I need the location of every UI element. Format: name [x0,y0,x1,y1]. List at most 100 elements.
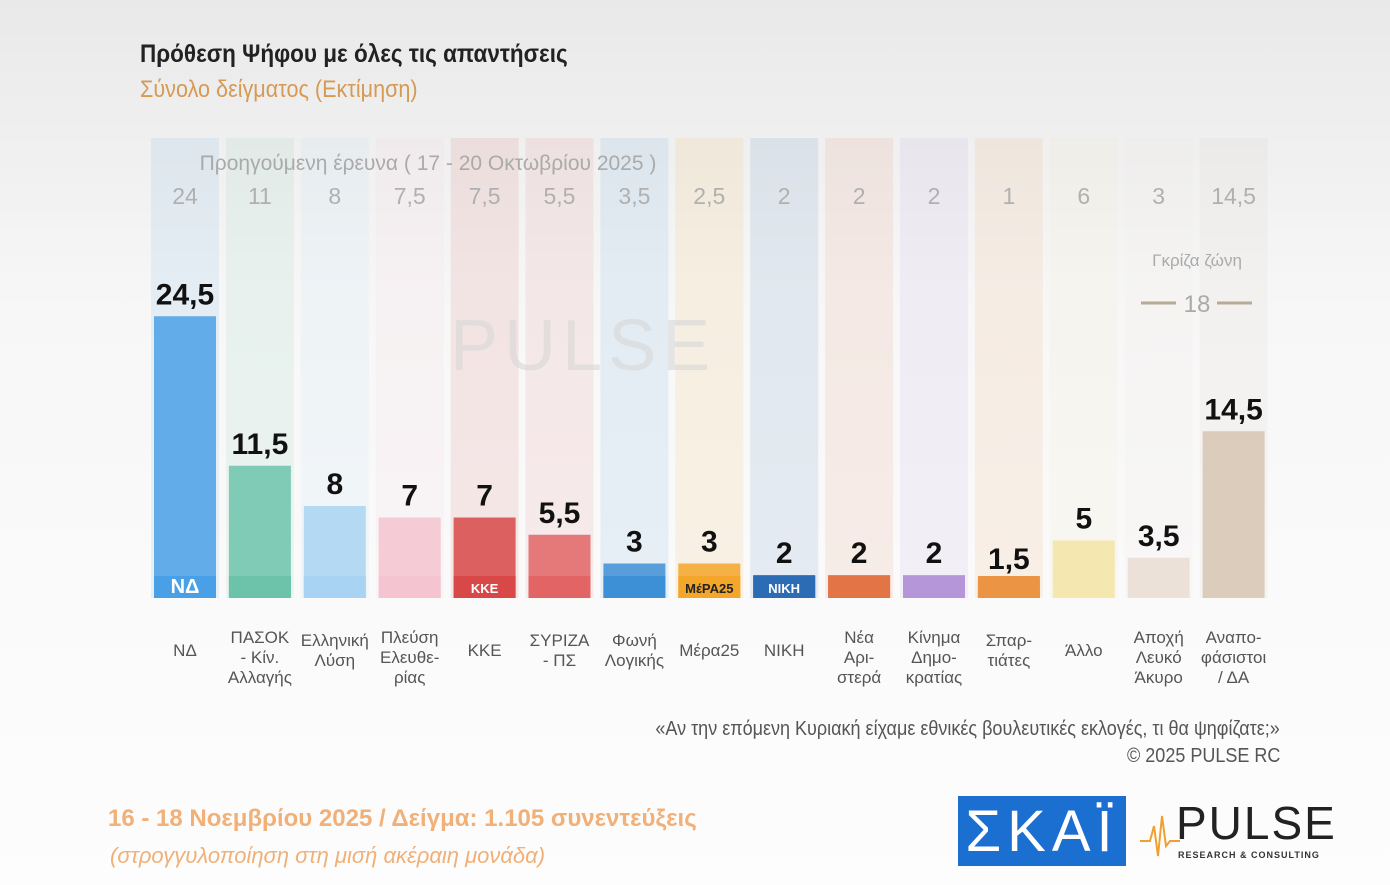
pulse-logo: PULSE RESEARCH & CONSULTING [1140,796,1335,866]
survey-question: «Αν την επόμενη Κυριακή είχαμε εθνικές β… [655,718,1280,740]
previous-value-label: 7,5 [469,183,501,209]
party-logo-icon [678,576,741,598]
pulse-wave-icon [1140,815,1180,857]
value-label: 14,5 [1204,393,1262,426]
previous-value-label: 24 [172,183,198,209]
value-label: 2 [776,537,793,570]
value-label: 7 [476,480,493,513]
category-label: ΝΙΚΗ [764,641,805,660]
column-background [525,138,594,598]
previous-value-label: 5,5 [544,183,576,209]
previous-survey-label: Προηγούμενη έρευνα ( 17 - 20 Οκτωβρίου 2… [200,152,657,175]
previous-value-label: 1 [1003,183,1016,209]
watermark: PULSE [450,306,716,386]
category-label: Αποχή [1134,628,1184,647]
column-background [750,138,819,598]
value-label: 11,5 [232,428,289,461]
category-label: Ελευθε- [380,648,439,667]
previous-value-label: 14,5 [1211,183,1256,209]
category-label: Αναπο- [1206,628,1262,647]
bar-chart: PULSE Προηγούμενη έρευνα ( 17 - 20 Οκτωβ… [151,138,1268,687]
previous-value-label: 8 [328,183,341,209]
category-label: Λευκό [1136,648,1182,667]
category-label: - Κίν. [241,648,280,667]
gray-zone-label: Γκρίζα ζώνη [1152,251,1242,270]
rounding-note: (στρογγυλοποίηση στη μισή ακέραιη μονάδα… [110,843,546,868]
party-logo-icon [753,576,816,598]
category-label: Σπαρ- [986,631,1032,650]
bar [1052,540,1115,598]
column-background [974,138,1043,598]
value-label: 3 [626,526,643,559]
skai-logo-text: ΣΚΑΪ [965,798,1119,864]
bar [228,465,291,598]
pulse-logo-subtext: RESEARCH & CONSULTING [1178,850,1320,860]
skai-logo: ΣΚΑΪ [958,796,1126,866]
column-background [675,138,744,598]
value-label: 1,5 [988,543,1030,576]
party-logo-icon [378,576,441,598]
party-logo-text: ΝΙΚΗ [768,581,800,596]
value-label: 3,5 [1138,520,1180,553]
value-label: 7 [401,480,418,513]
value-label: 5 [1075,503,1092,536]
category-label: Πλεύση [381,628,439,647]
category-label: τιάτες [987,651,1030,670]
previous-value-label: 2 [853,183,866,209]
category-label: ΣΥΡΙΖΑ [530,631,590,650]
party-logo-icon [453,576,516,598]
category-label: ΚΚΕ [468,641,502,660]
previous-value-label: 11 [248,183,272,209]
value-label: 2 [851,537,868,570]
previous-value-label: 2 [778,183,791,209]
category-label: Φωνή [612,631,657,650]
category-label: Λύση [314,651,355,670]
value-label: 24,5 [156,278,214,311]
category-label: ρίας [394,668,425,687]
category-label: Άλλο [1065,641,1103,660]
category-label: Λογικής [605,651,664,670]
category-label: Άκυρο [1135,668,1183,687]
party-logo-icon [977,576,1040,598]
chart-title: Πρόθεση Ψήφου με όλες τις απαντήσεις [140,40,568,68]
previous-value-label: 6 [1077,183,1090,209]
party-logo-text: ΚΚΕ [471,581,499,596]
pulse-logo-text: PULSE [1176,797,1337,849]
party-logo-icon [303,576,366,598]
party-logo-icon [828,576,891,598]
column-background [600,138,669,598]
column-background [1049,138,1118,598]
bar [154,316,216,598]
party-logo-icon [903,576,965,598]
party-logo-text: ΜέΡΑ25 [685,581,733,596]
bar [1202,431,1265,598]
party-logo-text: ΝΔ [171,576,200,598]
category-label: Δημο- [911,648,957,667]
category-label: Αλλαγής [228,668,292,687]
category-label: Αρι- [844,648,874,667]
previous-value-label: 3,5 [618,183,650,209]
value-label: 5,5 [539,497,581,530]
category-label: ΠΑΣΟΚ [231,628,290,647]
category-label: φάσιστοι [1201,648,1267,667]
category-label: Ελληνική [301,631,369,650]
value-label: 3 [701,526,718,559]
party-logo-icon [154,576,216,598]
column-background [900,138,968,598]
category-label: Κίνημα [908,628,961,647]
previous-value-label: 3 [1152,183,1165,209]
bar [1127,557,1190,598]
party-logo-icon [528,576,591,598]
previous-value-label: 2,5 [693,183,725,209]
gray-zone-value: 18 [1184,291,1211,318]
category-label: - ΠΣ [543,651,576,670]
category-label: ΝΔ [173,641,197,660]
category-label: στερά [837,668,881,687]
category-label: κρατίας [906,668,963,687]
value-label: 2 [926,537,943,570]
category-label: Νέα [844,628,874,647]
value-label: 8 [326,468,343,501]
column-background [1124,138,1193,598]
party-logo-icon [603,576,666,598]
previous-value-label: 7,5 [394,183,426,209]
